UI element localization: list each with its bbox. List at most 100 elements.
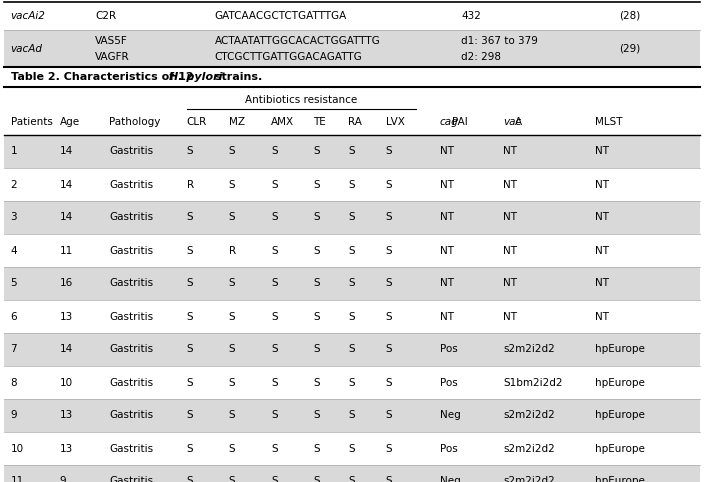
Text: S: S (271, 377, 277, 388)
Text: S: S (348, 377, 355, 388)
Text: TE: TE (313, 117, 326, 127)
Text: NT: NT (440, 279, 454, 289)
Text: (28): (28) (620, 11, 641, 21)
Text: ACTAATATTGGCACACTGGATTTG: ACTAATATTGGCACACTGGATTTG (215, 36, 380, 45)
Text: 13: 13 (60, 443, 73, 454)
Text: NT: NT (440, 311, 454, 321)
Bar (4, 267, 700, 300)
Text: 16: 16 (60, 279, 73, 289)
Text: 8: 8 (11, 377, 17, 388)
Text: S: S (313, 179, 320, 189)
Text: S: S (229, 279, 235, 289)
Text: NT: NT (440, 245, 454, 255)
Text: Gastritis: Gastritis (109, 213, 153, 223)
Text: S: S (187, 311, 193, 321)
Text: S: S (348, 279, 355, 289)
Text: VAGFR: VAGFR (95, 52, 130, 62)
Text: S: S (313, 477, 320, 482)
Text: S: S (187, 411, 193, 420)
Text: S: S (271, 443, 277, 454)
Text: 14: 14 (60, 213, 73, 223)
Text: s2m2i2d2: s2m2i2d2 (503, 345, 555, 354)
Text: 11: 11 (11, 477, 24, 482)
Text: AMX: AMX (271, 117, 294, 127)
Text: S: S (348, 345, 355, 354)
Text: S: S (313, 377, 320, 388)
Text: NT: NT (595, 311, 609, 321)
Text: S: S (348, 311, 355, 321)
Text: 6: 6 (11, 311, 17, 321)
Text: Gastritis: Gastritis (109, 147, 153, 157)
Text: S: S (313, 279, 320, 289)
Text: S: S (313, 245, 320, 255)
Text: Gastritis: Gastritis (109, 311, 153, 321)
Text: S: S (187, 443, 193, 454)
Bar (4, 168, 700, 201)
Bar (4, 432, 700, 465)
Text: Gastritis: Gastritis (109, 477, 153, 482)
Text: 9: 9 (60, 477, 66, 482)
Text: S: S (386, 377, 392, 388)
Text: R: R (187, 179, 194, 189)
Text: s2m2i2d2: s2m2i2d2 (503, 443, 555, 454)
Text: Gastritis: Gastritis (109, 245, 153, 255)
Text: S: S (386, 179, 392, 189)
Text: H. pylori: H. pylori (168, 72, 222, 82)
Text: S: S (271, 411, 277, 420)
Text: d1: 367 to 379: d1: 367 to 379 (461, 36, 538, 45)
Text: S: S (348, 245, 355, 255)
Text: Gastritis: Gastritis (109, 377, 153, 388)
Text: NT: NT (595, 147, 609, 157)
Text: d2: 298: d2: 298 (461, 52, 501, 62)
Text: MLST: MLST (595, 117, 622, 127)
Text: vacAd: vacAd (11, 43, 42, 54)
Text: hpEurope: hpEurope (595, 411, 645, 420)
Text: 13: 13 (60, 311, 73, 321)
Text: hpEurope: hpEurope (595, 377, 645, 388)
Text: strains.: strains. (210, 72, 262, 82)
Text: Pos: Pos (440, 443, 458, 454)
Text: S: S (271, 147, 277, 157)
Text: S: S (348, 147, 355, 157)
Text: S: S (348, 213, 355, 223)
Text: CLR: CLR (187, 117, 207, 127)
Text: Pos: Pos (440, 377, 458, 388)
Text: S: S (187, 279, 193, 289)
Text: S: S (271, 477, 277, 482)
Text: S: S (187, 377, 193, 388)
Text: Gastritis: Gastritis (109, 443, 153, 454)
Text: S: S (229, 179, 235, 189)
Text: vac: vac (503, 117, 522, 127)
Text: NT: NT (440, 179, 454, 189)
Text: NT: NT (503, 279, 517, 289)
Text: Gastritis: Gastritis (109, 279, 153, 289)
Text: vacAi2: vacAi2 (11, 11, 46, 21)
Text: S: S (386, 477, 392, 482)
Text: S: S (348, 443, 355, 454)
Text: S: S (313, 147, 320, 157)
Text: LVX: LVX (386, 117, 405, 127)
Text: S: S (271, 345, 277, 354)
Text: NT: NT (595, 213, 609, 223)
Text: Neg: Neg (440, 477, 460, 482)
Text: R: R (229, 245, 236, 255)
Text: S: S (271, 213, 277, 223)
Text: 10: 10 (60, 377, 73, 388)
Text: S: S (229, 477, 235, 482)
Text: NT: NT (503, 311, 517, 321)
Text: 14: 14 (60, 147, 73, 157)
Bar (4, 2, 700, 30)
Text: s2m2i2d2: s2m2i2d2 (503, 477, 555, 482)
Text: S: S (386, 311, 392, 321)
Text: 2: 2 (11, 179, 17, 189)
Text: MZ: MZ (229, 117, 245, 127)
Text: (29): (29) (620, 43, 641, 54)
Text: S: S (313, 213, 320, 223)
Text: S: S (271, 311, 277, 321)
Text: CTCGCTTGATTGGACAGATTG: CTCGCTTGATTGGACAGATTG (215, 52, 363, 62)
Text: S: S (386, 147, 392, 157)
Text: 1: 1 (11, 147, 17, 157)
Text: NT: NT (503, 213, 517, 223)
Bar (4, 234, 700, 267)
Text: Gastritis: Gastritis (109, 411, 153, 420)
